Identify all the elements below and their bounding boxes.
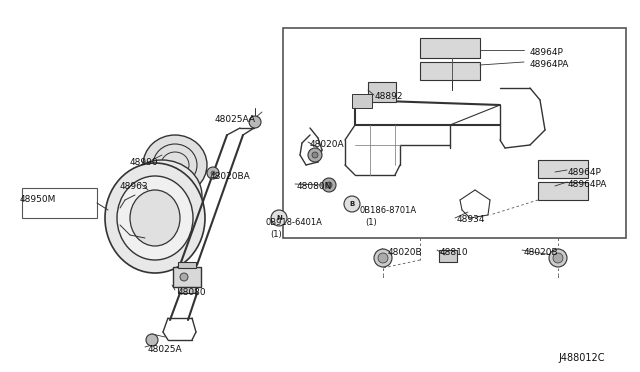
Circle shape [249,116,261,128]
Ellipse shape [105,163,205,273]
Text: 48964PA: 48964PA [530,60,570,69]
Text: B: B [349,201,355,207]
Text: 48810: 48810 [440,248,468,257]
Circle shape [146,334,158,346]
Circle shape [271,210,287,226]
Text: 48964P: 48964P [530,48,564,57]
Bar [420,62,480,80]
Text: 48964PA: 48964PA [568,180,607,189]
Text: 48020B: 48020B [524,248,559,257]
Ellipse shape [132,169,192,223]
Circle shape [549,249,567,267]
Bar [283,28,626,238]
Circle shape [378,253,388,263]
Text: 0B186-8701A: 0B186-8701A [360,206,417,215]
Circle shape [211,171,215,175]
Ellipse shape [117,176,193,260]
Text: 48080N: 48080N [297,182,332,191]
Bar [538,182,588,200]
Circle shape [553,253,563,263]
Circle shape [207,167,219,179]
Circle shape [308,148,322,162]
Text: 48025AA: 48025AA [215,115,256,124]
Bar [538,160,588,178]
Bar [352,94,372,108]
Circle shape [344,196,360,212]
Bar [420,38,480,58]
Ellipse shape [130,190,180,246]
Text: 48892: 48892 [375,92,403,101]
Circle shape [312,152,318,158]
Text: 48963: 48963 [120,182,148,191]
Text: 48020BA: 48020BA [210,172,251,181]
Text: (1): (1) [270,230,282,239]
Text: 48934: 48934 [457,215,486,224]
Bar [178,287,196,293]
Text: J488012C: J488012C [558,353,605,363]
Text: 48020B: 48020B [388,248,422,257]
Circle shape [326,182,332,188]
Bar [173,267,201,287]
Bar [368,82,396,102]
Text: 0B918-6401A: 0B918-6401A [265,218,322,227]
Bar [439,250,457,262]
Bar [22,188,97,218]
Bar [178,262,196,268]
Circle shape [180,273,188,281]
Text: N: N [276,215,282,221]
Text: 48025A: 48025A [148,345,182,354]
Circle shape [374,249,392,267]
Ellipse shape [122,160,202,232]
Text: 48950M: 48950M [20,195,56,204]
Text: (1): (1) [365,218,377,227]
Text: 48990: 48990 [130,158,159,167]
Circle shape [322,178,336,192]
Text: 48020A: 48020A [310,140,344,149]
Ellipse shape [143,135,207,195]
Text: 48080: 48080 [178,288,207,297]
Text: 48964P: 48964P [568,168,602,177]
